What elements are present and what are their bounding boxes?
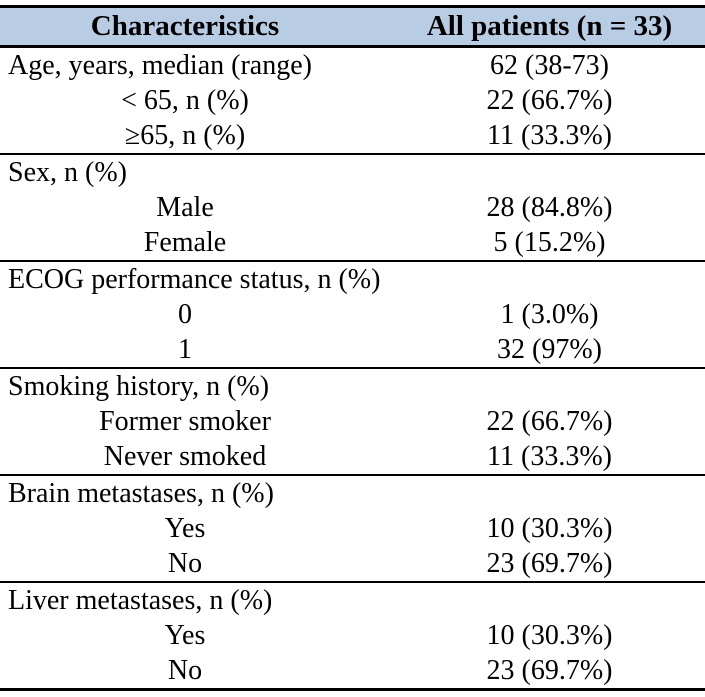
table-row: Age, years, median (range) 62 (38-73) <box>0 47 705 84</box>
table-row: Smoking history, n (%) <box>0 368 705 404</box>
row-sublabel: Yes <box>164 619 206 651</box>
table-row: Female 5 (15.2%) <box>0 225 705 262</box>
header-all-patients: All patients (n = 33) <box>370 5 705 48</box>
table-row: 0 1 (3.0%) <box>0 297 705 332</box>
row-sublabel: 1 <box>0 332 370 369</box>
table-row: Sex, n (%) <box>0 154 705 190</box>
row-value <box>370 368 705 404</box>
row-value: 22 (66.7%) <box>486 405 613 437</box>
row-value: 11 (33.3%) <box>370 439 705 476</box>
row-sublabel: 0 <box>178 298 192 330</box>
row-value: 11 (33.3%) <box>370 118 705 155</box>
row-sublabel: < 65, n (%) <box>121 84 249 116</box>
table-header-row: Characteristics All patients (n = 33) <box>0 5 705 48</box>
row-sublabel: No <box>167 654 203 686</box>
table-row: Brain metastases, n (%) <box>0 475 705 511</box>
row-value: 5 (15.2%) <box>370 225 705 262</box>
table-row: Never smoked 11 (33.3%) <box>0 439 705 476</box>
row-category-label: Liver metastases, n (%) <box>8 584 273 616</box>
row-category-label: ECOG performance status, n (%) <box>8 263 381 295</box>
row-sublabel: Never smoked <box>0 439 370 476</box>
row-value: 10 (30.3%) <box>486 512 613 544</box>
row-value: 23 (69.7%) <box>370 546 705 583</box>
table-row: 1 32 (97%) <box>0 332 705 369</box>
row-value <box>370 475 705 511</box>
row-value: 22 (66.7%) <box>486 84 613 116</box>
table-row: Former smoker 22 (66.7%) <box>0 404 705 439</box>
table-row: No 23 (69.7%) <box>0 546 705 583</box>
row-value <box>370 154 705 190</box>
patient-characteristics-table: Characteristics All patients (n = 33) Ag… <box>0 5 705 691</box>
table-row: ECOG performance status, n (%) <box>0 261 705 297</box>
row-sublabel: No <box>0 546 370 583</box>
row-sublabel: ≥65, n (%) <box>0 118 370 155</box>
row-value: 32 (97%) <box>370 332 705 369</box>
row-value <box>370 582 705 618</box>
table-row: No 23 (69.7%) <box>0 653 705 690</box>
table-body: Age, years, median (range) 62 (38-73) < 65… <box>0 47 705 690</box>
row-value: 1 (3.0%) <box>500 298 599 330</box>
row-sublabel: Female <box>0 225 370 262</box>
table-row: Yes 10 (30.3%) <box>0 511 705 546</box>
row-sublabel: Male <box>156 191 214 223</box>
table-row: ≥65, n (%) 11 (33.3%) <box>0 118 705 155</box>
row-category-label: Smoking history, n (%) <box>8 370 270 402</box>
table-row: < 65, n (%) 22 (66.7%) <box>0 83 705 118</box>
table-row: Male 28 (84.8%) <box>0 190 705 225</box>
row-category-label: Age, years, median (range) <box>8 49 312 81</box>
row-value <box>370 261 705 297</box>
row-value: 62 (38-73) <box>490 49 609 81</box>
row-category-label: Brain metastases, n (%) <box>8 477 274 509</box>
table-row: Liver metastases, n (%) <box>0 582 705 618</box>
row-value: 23 (69.7%) <box>486 654 613 686</box>
row-category-label: Sex, n (%) <box>8 156 127 188</box>
table-row: Yes 10 (30.3%) <box>0 618 705 653</box>
row-value: 28 (84.8%) <box>486 191 613 223</box>
header-characteristics: Characteristics <box>0 5 370 48</box>
row-sublabel: Former smoker <box>99 405 271 437</box>
row-value: 10 (30.3%) <box>486 619 613 651</box>
row-sublabel: Yes <box>164 512 206 544</box>
